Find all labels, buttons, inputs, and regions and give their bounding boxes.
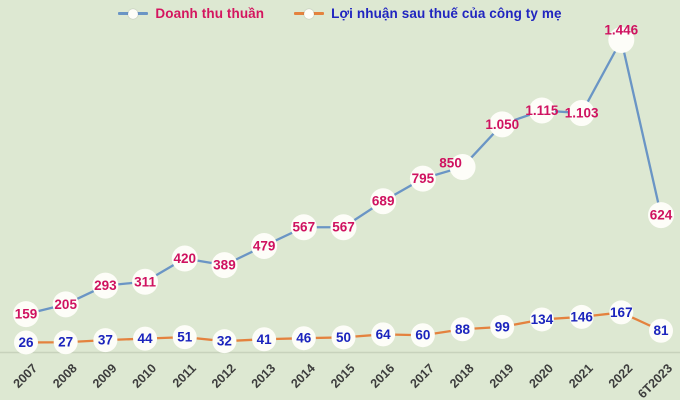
x-axis-label: 2020 (526, 361, 556, 391)
x-axis-label: 2017 (407, 361, 437, 391)
revenue-point-label: 293 (94, 278, 117, 293)
revenue-point-label: 567 (293, 220, 316, 235)
x-axis-label: 2019 (487, 361, 517, 391)
x-axis-label: 2022 (606, 361, 636, 391)
profit-point-label: 46 (296, 331, 312, 346)
revenue-point-marker (13, 301, 39, 328)
profit-point-marker (609, 300, 634, 325)
revenue-point-marker (52, 291, 79, 318)
profit-point-marker (569, 304, 594, 329)
x-axis-label: 2012 (209, 361, 239, 391)
revenue-point-label: 1.050 (485, 117, 519, 132)
x-axis-label: 2011 (170, 361, 199, 390)
x-axis-label: 2021 (566, 361, 596, 391)
x-axis-label: 2016 (368, 361, 398, 391)
profit-point-marker (212, 329, 237, 354)
profit-point-marker (410, 323, 435, 348)
legend-label-profit: Lợi nhuận sau thuế của công ty mẹ (331, 6, 562, 21)
profit-point-label: 146 (570, 309, 593, 324)
revenue-legend-marker-icon (118, 8, 149, 19)
profit-point-label: 37 (98, 333, 113, 348)
legend-item-revenue: Doanh thu thuần (118, 6, 264, 21)
x-axis-label: 2013 (249, 361, 279, 391)
profit-point-marker (93, 328, 118, 353)
profit-point-label: 134 (531, 312, 554, 327)
revenue-point-marker (449, 153, 476, 180)
chart-legend: Doanh thu thuần Lợi nhuận sau thuế của c… (0, 6, 680, 21)
revenue-point-label: 689 (372, 194, 395, 209)
profit-point-marker (490, 314, 515, 339)
profit-point-label: 44 (138, 331, 154, 346)
profit-point-marker (172, 325, 197, 350)
revenue-point-marker (92, 272, 119, 299)
revenue-point-label: 795 (412, 171, 435, 186)
revenue-point-label: 1.103 (565, 106, 599, 121)
profit-point-label: 32 (217, 334, 232, 349)
revenue-point-marker (132, 268, 159, 295)
revenue-point-marker (409, 165, 436, 192)
revenue-point-marker (608, 27, 635, 53)
revenue-point-marker (171, 245, 198, 272)
revenue-point-label: 311 (134, 274, 156, 289)
x-axis-label: 2018 (447, 361, 477, 391)
profit-point-label: 51 (177, 330, 193, 345)
profit-point-marker (649, 318, 673, 343)
profit-point-label: 41 (257, 332, 273, 347)
revenue-point-marker (211, 252, 238, 279)
profit-point-marker (133, 326, 158, 351)
profit-point-marker (53, 330, 78, 355)
revenue-point-marker (568, 100, 595, 127)
x-axis-label: 2008 (50, 361, 80, 391)
revenue-point-marker (251, 232, 278, 259)
x-axis-label: 2015 (328, 361, 358, 391)
revenue-point-label: 420 (173, 251, 196, 266)
revenue-point-marker (648, 202, 674, 229)
revenue-point-label: 1.115 (525, 103, 559, 118)
profit-point-marker (252, 327, 277, 352)
x-axis-label: 6T2023 (635, 361, 675, 400)
profit-point-marker (291, 326, 316, 351)
legend-item-profit: Lợi nhuận sau thuế của công ty mẹ (294, 6, 561, 21)
x-axis-label: 2007 (11, 361, 41, 391)
profit-point-label: 26 (18, 335, 34, 350)
revenue-point-marker (290, 214, 317, 241)
revenue-point-label: 567 (332, 220, 355, 235)
profit-point-label: 50 (336, 330, 351, 345)
profit-point-label: 27 (58, 335, 73, 350)
revenue-point-label: 159 (15, 307, 38, 322)
revenue-line (25, 38, 663, 316)
revenue-point-label: 479 (253, 238, 276, 253)
x-axis-label: 2009 (90, 361, 120, 391)
profit-point-marker (331, 325, 356, 350)
profit-point-marker (14, 330, 38, 355)
profit-point-marker (529, 307, 554, 332)
profit-point-label: 81 (653, 323, 669, 338)
profit-point-marker (371, 322, 396, 347)
profit-point-label: 64 (376, 327, 392, 342)
x-axis-label: 2010 (130, 361, 160, 391)
revenue-point-label: 389 (213, 258, 236, 273)
revenue-point-marker (489, 111, 516, 138)
legend-label-revenue: Doanh thu thuần (155, 6, 265, 21)
profit-point-label: 167 (610, 305, 633, 320)
profit-point-label: 99 (495, 319, 510, 334)
revenue-point-marker (330, 214, 357, 241)
revenue-point-label: 624 (650, 208, 673, 223)
revenue-point-marker (528, 97, 555, 124)
x-axis-label: 2014 (288, 361, 318, 391)
profit-point-label: 60 (415, 328, 430, 343)
revenue-point-label: 1.446 (604, 23, 638, 38)
revenue-point-marker (370, 188, 397, 215)
revenue-point-label: 205 (54, 297, 77, 312)
profit-point-label: 88 (455, 322, 471, 337)
profit-point-marker (450, 317, 475, 342)
revenue-point-label: 850 (439, 155, 462, 170)
profit-legend-marker-icon (294, 8, 325, 19)
